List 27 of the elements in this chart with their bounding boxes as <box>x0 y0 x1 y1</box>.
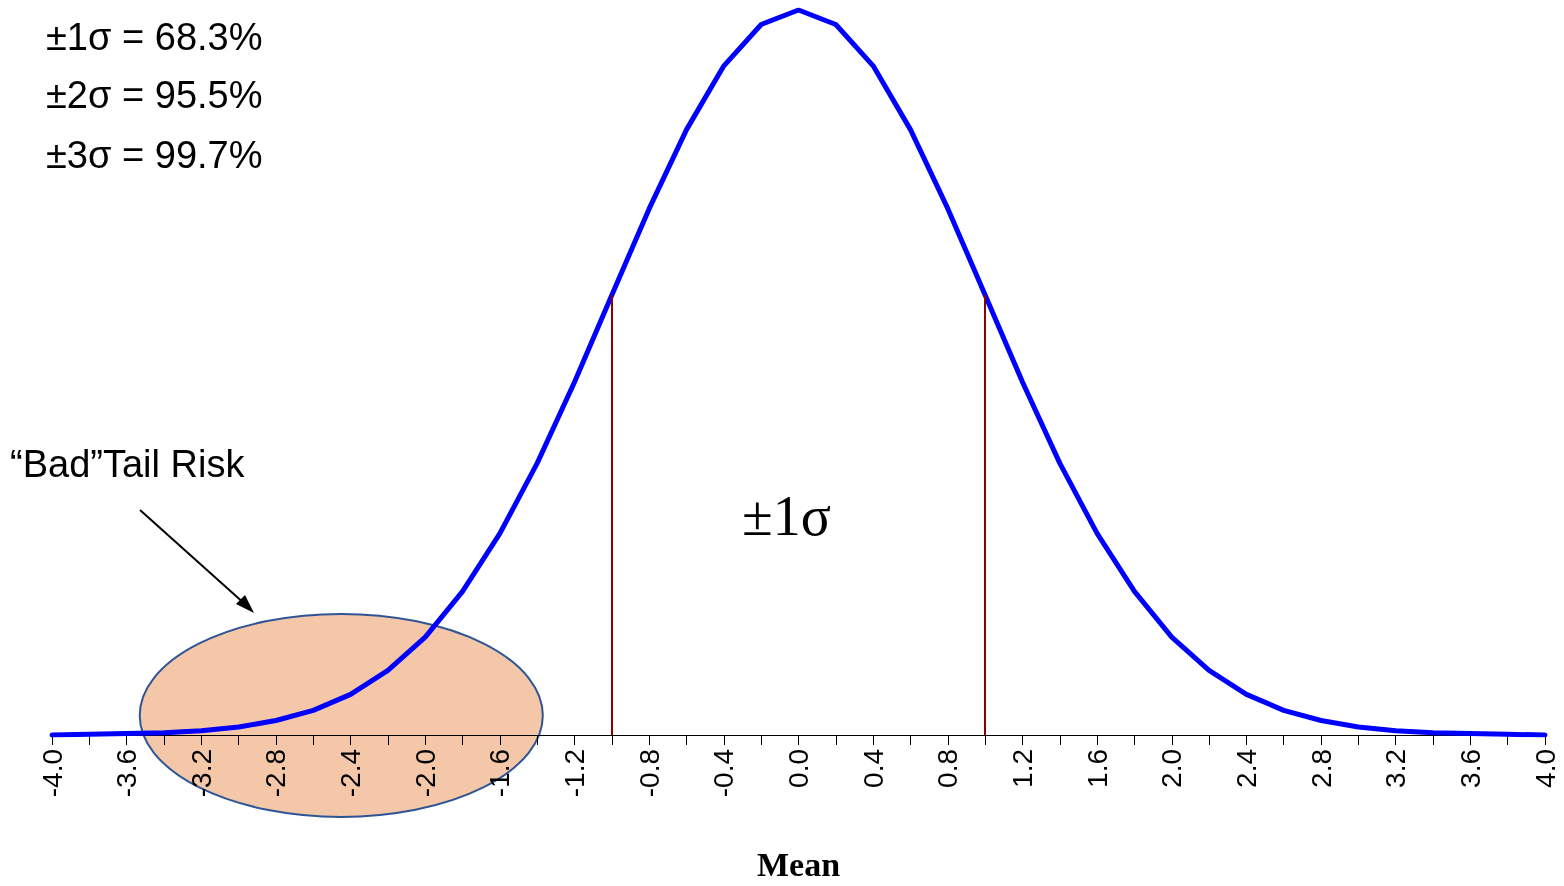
x-tick-label: 4.0 <box>1529 749 1561 788</box>
annotation: ±3σ = 99.7% <box>46 134 263 176</box>
x-tick-label: 3.6 <box>1454 749 1486 788</box>
x-tick-label: 1.6 <box>1081 749 1113 788</box>
x-tick-label: -2.8 <box>260 749 292 798</box>
x-tick-label: 0.0 <box>783 749 814 788</box>
x-tick-label: 0.8 <box>932 749 964 788</box>
annotation: “Bad”Tail Risk <box>10 443 246 485</box>
x-tick-label: -2.4 <box>335 749 367 798</box>
x-tick-label: -4.0 <box>36 749 68 798</box>
x-tick-label: 2.0 <box>1156 749 1188 788</box>
x-tick-label: -3.2 <box>185 749 217 798</box>
annotation: ±1σ <box>742 485 831 547</box>
x-axis-title: Mean <box>756 845 841 883</box>
x-tick-label: -1.2 <box>559 749 591 798</box>
annotation: ±1σ = 68.3% <box>46 16 263 58</box>
x-tick-label: 1.2 <box>1006 749 1038 788</box>
x-tick-label: 0.4 <box>857 749 889 788</box>
x-tick-label: -0.4 <box>708 749 740 798</box>
annotation: ±2σ = 95.5% <box>46 74 263 116</box>
x-tick-label: -0.8 <box>633 749 665 798</box>
x-tick-label: -1.6 <box>484 749 516 798</box>
x-tick-label: -2.0 <box>409 749 441 798</box>
x-tick-label: -3.6 <box>111 749 143 798</box>
x-tick-label: 3.2 <box>1380 749 1412 788</box>
x-tick-label: 2.4 <box>1230 749 1262 788</box>
x-tick-label: 2.8 <box>1305 749 1337 788</box>
